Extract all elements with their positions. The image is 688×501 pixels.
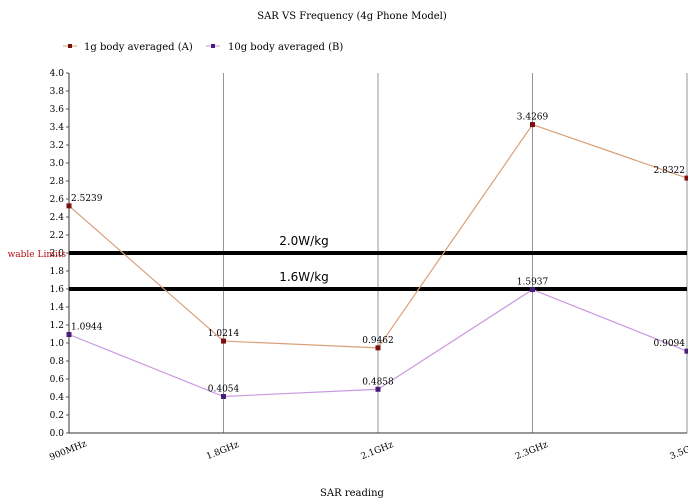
y-tick-label: 2.2 [50, 231, 64, 241]
y-tick-label: 1.4 [50, 303, 65, 313]
data-label: 1.0944 [71, 323, 103, 333]
y-tick-label: 4.0 [50, 69, 65, 79]
y-tick-label: 0.0 [50, 429, 65, 439]
x-tick-label: 900MHz [48, 439, 88, 463]
y-tick-label: 1.8 [50, 267, 65, 277]
legend-label-b: 10g body averaged (B) [228, 42, 343, 53]
x-tick-label: 2.3GHz [514, 440, 550, 462]
x-tick-label: 2.1GHz [360, 440, 396, 462]
legend: 1g body averaged (A) 10g body averaged (… [63, 42, 343, 53]
reference-lines: 2.0W/kg wable Limits 1.6W/kg [8, 234, 687, 291]
limit-axis-label: wable Limits [8, 250, 67, 260]
data-point [66, 332, 72, 338]
y-tick-label: 2.0 [50, 249, 65, 259]
y-tick-label: 3.8 [50, 87, 65, 97]
y-tick-label: 3.2 [50, 141, 64, 151]
x-tick-label: 1.8GHz [205, 440, 241, 462]
data-label: 2.5239 [71, 194, 103, 204]
data-point [684, 348, 688, 354]
y-tick-label: 0.8 [50, 357, 65, 367]
data-point [375, 386, 381, 392]
series: 2.5239 1.0214 0.9462 3.4269 2.8322 1.0944 0.40… [66, 113, 688, 400]
y-tick-label: 1.2 [50, 321, 64, 331]
legend-marker-b [211, 44, 215, 48]
legend-label-a: 1g body averaged (A) [84, 42, 193, 53]
data-label: 0.4858 [362, 377, 394, 387]
legend-marker-a [68, 44, 72, 48]
data-point [375, 345, 381, 351]
y-tick-label: 3.4 [50, 123, 65, 133]
data-label: 1.0214 [208, 329, 240, 339]
y-tick-label: 2.8 [50, 177, 65, 187]
y-tick-label: 1.6 [50, 285, 65, 295]
data-point [530, 287, 535, 293]
y-tick-label: 0.2 [50, 411, 64, 421]
y-tick-label: 1.0 [50, 339, 65, 349]
data-point [221, 394, 226, 400]
y-tick-label: 0.4 [50, 393, 65, 403]
data-label: 3.4269 [517, 113, 549, 123]
data-label: 2.8322 [654, 166, 686, 176]
x-axis-title: SAR reading [320, 488, 384, 499]
y-tick-label: 0.6 [50, 375, 65, 385]
x-tick-label: 3.5GHz [669, 440, 688, 462]
data-label: 0.9094 [654, 339, 686, 349]
chart-title: SAR VS Frequency (4g Phone Model) [257, 11, 447, 22]
y-tick-label: 3.6 [50, 105, 65, 115]
data-point [66, 203, 72, 209]
y-tick-labels: 0.0 0.2 0.4 0.6 0.8 1.0 1.2 1.4 1.6 1.8 2.0 2.2 2.4 2… [50, 69, 65, 439]
limit-line-label: 2.0W/kg [279, 234, 329, 248]
data-point [221, 338, 226, 344]
y-tick-label: 3.0 [50, 159, 65, 169]
data-label: 1.5937 [517, 278, 549, 288]
y-tick-label: 2.4 [50, 213, 65, 223]
data-label: 0.9462 [362, 336, 394, 346]
data-point [684, 175, 688, 181]
data-point [530, 122, 535, 128]
data-label: 0.4054 [208, 385, 240, 395]
y-tick-label: 2.6 [50, 195, 65, 205]
limit-line-label: 1.6W/kg [279, 270, 329, 284]
x-tick-labels: 900MHz 1.8GHz 2.1GHz 2.3GHz 3.5GHz [48, 439, 688, 463]
